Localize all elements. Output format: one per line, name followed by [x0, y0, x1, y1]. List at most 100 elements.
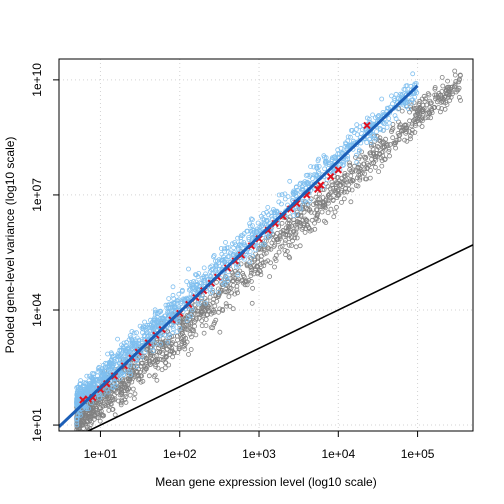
data-point	[74, 416, 80, 422]
data-point	[229, 270, 235, 276]
data-point	[231, 249, 237, 255]
data-point	[282, 196, 288, 202]
data-point	[107, 399, 113, 405]
data-point	[311, 164, 317, 170]
data-point	[432, 86, 438, 92]
red-cross-point	[334, 166, 343, 174]
data-point	[75, 433, 79, 437]
data-point	[127, 333, 133, 339]
data-point	[259, 223, 265, 228]
data-point	[234, 283, 240, 289]
data-point	[123, 394, 129, 400]
data-point	[176, 345, 182, 351]
data-point	[248, 264, 253, 270]
data-point	[252, 266, 258, 272]
data-point	[284, 248, 290, 254]
data-point	[294, 235, 300, 241]
fit-line	[59, 84, 419, 428]
data-point	[294, 209, 300, 215]
data-point	[313, 207, 319, 213]
data-point	[192, 323, 198, 329]
data-point	[174, 329, 180, 335]
data-point	[141, 369, 147, 375]
data-point	[166, 362, 172, 368]
data-point	[232, 291, 238, 297]
data-point	[123, 399, 129, 405]
data-point	[324, 177, 330, 183]
data-point	[412, 112, 418, 118]
data-point	[146, 373, 152, 379]
data-point	[187, 311, 193, 316]
data-point	[175, 319, 181, 325]
data-point	[83, 422, 89, 428]
data-point	[255, 220, 261, 226]
data-point	[121, 372, 127, 378]
data-point	[362, 171, 368, 177]
data-point	[297, 243, 303, 249]
data-point	[326, 192, 332, 198]
data-point	[143, 366, 149, 372]
data-point	[325, 160, 331, 166]
data-point	[323, 220, 329, 226]
data-point	[334, 195, 340, 201]
data-point	[442, 95, 448, 100]
data-point	[248, 270, 254, 276]
data-point	[201, 265, 207, 271]
data-point	[287, 255, 293, 261]
data-point	[140, 324, 146, 330]
data-point	[410, 71, 416, 77]
data-point	[186, 295, 192, 301]
data-point	[165, 339, 171, 345]
data-point	[316, 163, 322, 169]
data-point	[201, 279, 207, 285]
data-point	[151, 373, 157, 379]
data-point	[145, 346, 151, 352]
data-point	[450, 91, 455, 97]
data-point	[332, 181, 338, 187]
data-point	[106, 407, 112, 413]
data-point	[188, 320, 194, 325]
data-point	[457, 72, 463, 78]
data-point	[409, 97, 414, 103]
data-point	[216, 266, 222, 272]
data-point	[187, 331, 193, 337]
data-point	[276, 192, 282, 198]
data-point	[171, 350, 177, 356]
data-point	[86, 413, 92, 419]
data-point	[411, 105, 417, 111]
data-point	[453, 89, 459, 95]
data-point	[76, 432, 80, 436]
data-point	[188, 334, 194, 340]
data-point	[97, 401, 103, 407]
data-point	[241, 240, 247, 245]
data-point	[439, 89, 445, 94]
data-point	[294, 226, 300, 232]
data-point	[314, 213, 320, 219]
x-tick-label: 1e+05	[401, 447, 435, 461]
data-point	[393, 116, 399, 122]
data-point	[348, 128, 354, 133]
data-point	[279, 220, 285, 226]
data-point	[187, 317, 192, 323]
data-point	[122, 382, 127, 388]
data-point	[328, 206, 334, 212]
data-point	[353, 168, 359, 174]
data-point	[367, 175, 373, 181]
data-point	[301, 209, 307, 215]
data-point	[97, 376, 103, 382]
data-point	[184, 339, 190, 345]
data-point	[112, 412, 118, 418]
data-point	[326, 194, 332, 200]
data-point	[403, 130, 409, 136]
data-point	[124, 343, 129, 349]
data-point	[398, 91, 403, 97]
data-point	[280, 227, 286, 233]
data-point	[287, 178, 293, 184]
data-point	[179, 288, 185, 294]
data-point	[290, 238, 296, 244]
data-point	[220, 306, 225, 312]
data-point	[117, 392, 123, 398]
data-point	[286, 242, 292, 248]
data-point	[419, 116, 425, 122]
data-point	[425, 115, 431, 120]
